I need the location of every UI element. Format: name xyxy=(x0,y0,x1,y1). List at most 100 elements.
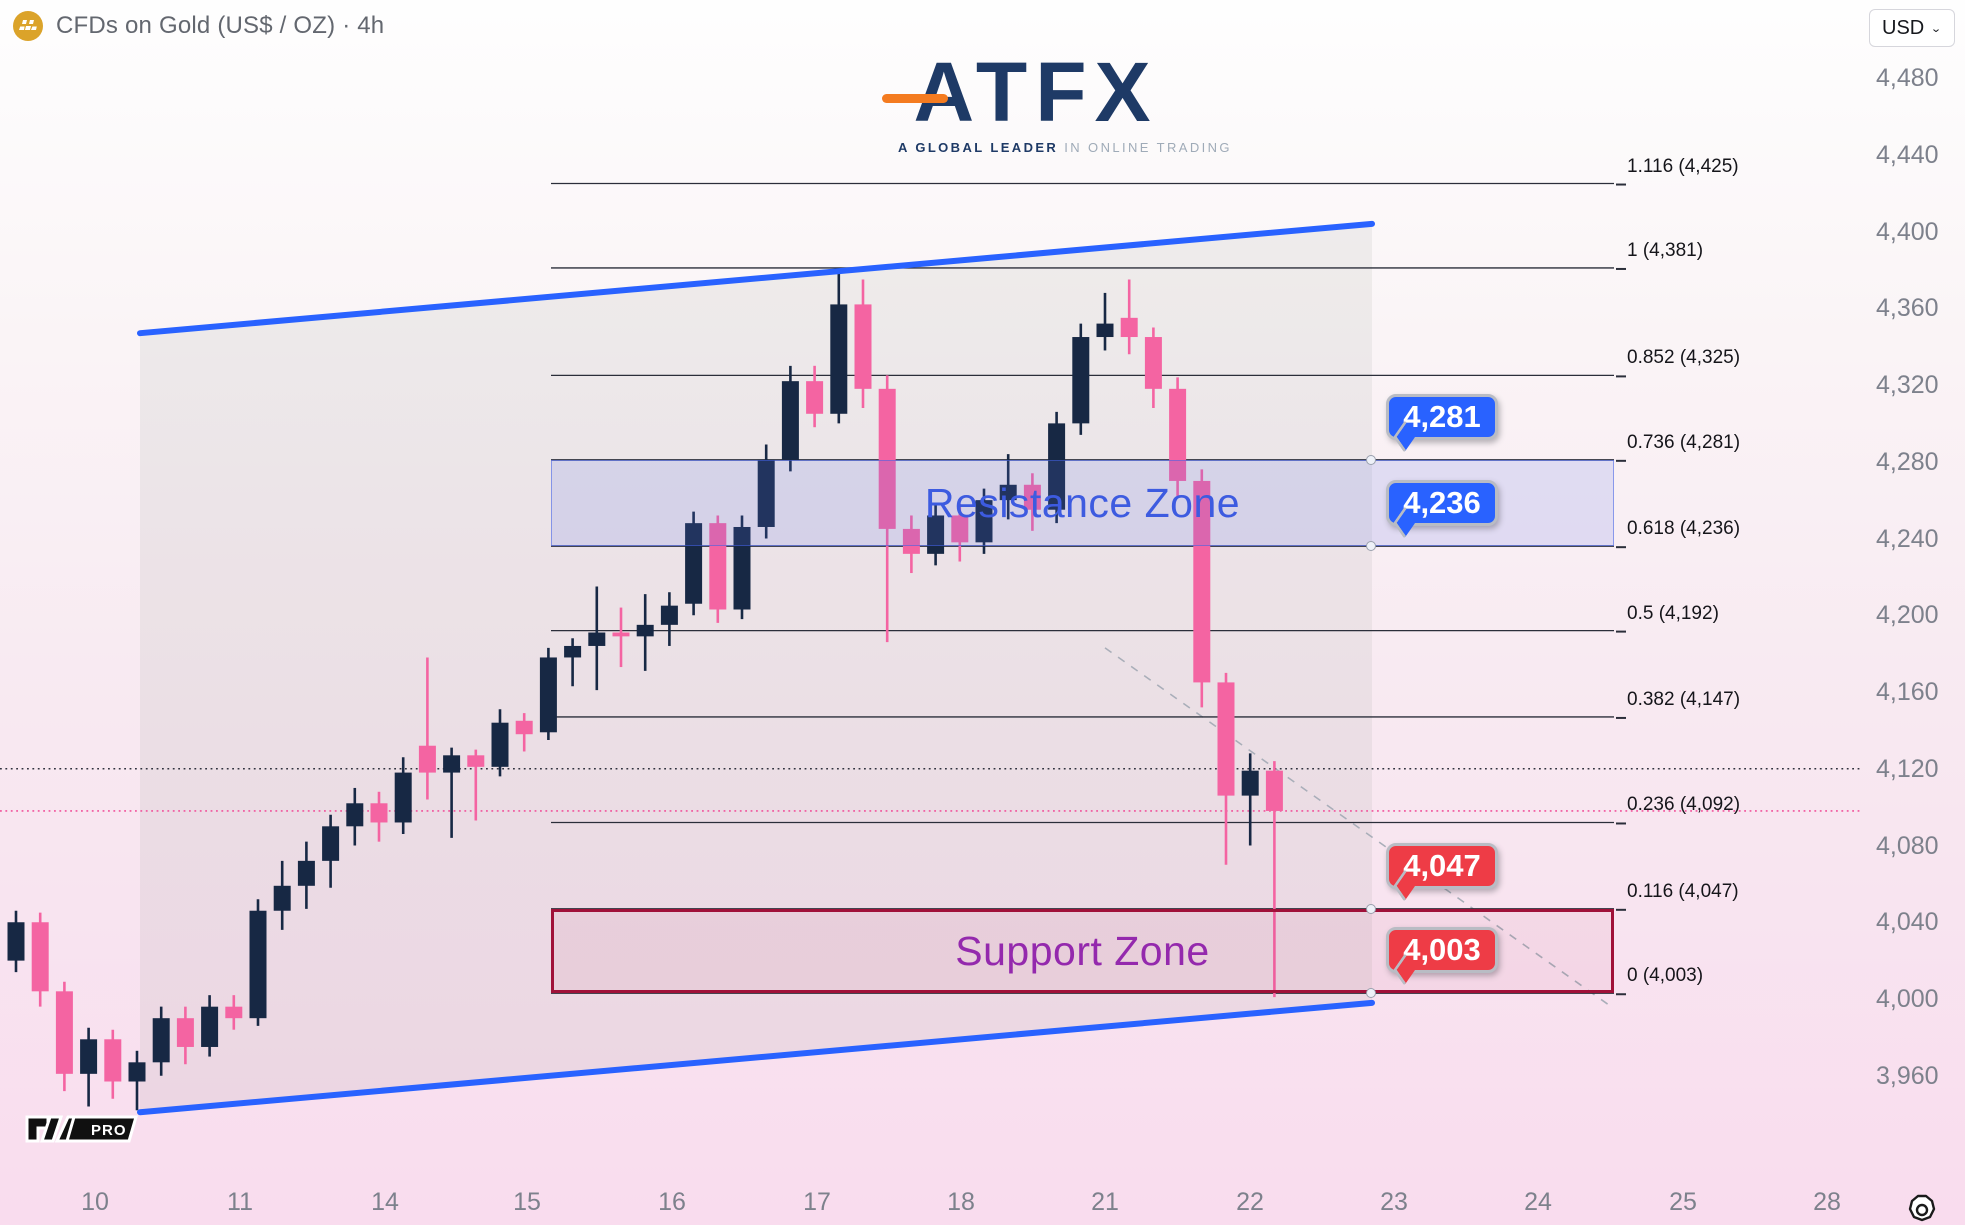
candle-body xyxy=(443,755,461,773)
currency-selector[interactable]: USD ⌄ xyxy=(1869,9,1955,47)
candle-body xyxy=(273,885,291,911)
candle-body xyxy=(757,459,775,527)
price-bubble-value: 4,236 xyxy=(1403,485,1481,521)
y-axis-tick: 4,080 xyxy=(1876,831,1939,860)
y-axis-tick: 4,200 xyxy=(1876,601,1939,630)
y-axis-tick: 4,240 xyxy=(1876,524,1939,553)
x-axis-tick: 15 xyxy=(513,1188,541,1216)
fib-level-label: 0.618 (4,236) xyxy=(1627,518,1741,540)
candle-body xyxy=(539,657,557,733)
price-bubble-value: 4,281 xyxy=(1403,398,1481,434)
fib-anchor-dot[interactable] xyxy=(1366,988,1376,999)
candle-body xyxy=(55,991,73,1074)
channel-trendline-upper[interactable] xyxy=(137,220,1375,337)
candle-body xyxy=(781,381,799,460)
candle-body xyxy=(297,860,315,886)
candle-body xyxy=(660,605,678,625)
y-axis-tick: 4,360 xyxy=(1876,294,1939,323)
y-axis-tick: 4,120 xyxy=(1876,754,1939,783)
symbol-title[interactable]: CFDs on Gold (US$ / OZ) · 4h xyxy=(56,12,385,39)
candle-body xyxy=(1169,388,1187,481)
candle-body xyxy=(1217,682,1235,796)
candle-body xyxy=(1241,770,1259,796)
y-axis-tick: 4,160 xyxy=(1876,678,1939,706)
fib-level-label: 0.5 (4,192) xyxy=(1627,602,1719,624)
candle-body xyxy=(878,388,896,529)
candle-body xyxy=(176,1018,194,1047)
settings-gear-icon[interactable] xyxy=(1902,1190,1942,1225)
candle-body xyxy=(515,720,533,735)
x-axis-tick: 11 xyxy=(227,1188,253,1216)
fib-anchor-dot[interactable] xyxy=(1366,541,1376,552)
symbol-header: CFDs on Gold (US$ / OZ) · 4h xyxy=(12,10,384,42)
candle-body xyxy=(1144,337,1162,389)
candle-body xyxy=(564,645,582,658)
candle-body xyxy=(902,528,920,554)
atfx-orange-bar xyxy=(882,94,948,103)
fib-level-label: 0.382 (4,147) xyxy=(1627,688,1741,710)
candle-body xyxy=(1120,317,1138,338)
atfx-watermark: ATFX A GLOBAL LEADER IN ONLINE TRADING xyxy=(882,50,1232,155)
candle-body xyxy=(685,523,703,604)
fib-anchor-dot[interactable] xyxy=(1366,454,1376,465)
candle-body xyxy=(975,500,993,543)
fib-level-label: 0.116 (4,047) xyxy=(1627,880,1739,902)
pro-badge-text: PRO xyxy=(91,1122,127,1139)
candle-body xyxy=(128,1062,146,1082)
currency-selector-value: USD xyxy=(1882,16,1925,39)
candle-body xyxy=(491,722,509,767)
candle-body xyxy=(636,624,654,637)
channel-trendline-lower[interactable] xyxy=(137,999,1375,1116)
candle-body xyxy=(588,632,606,646)
candle-body xyxy=(806,381,824,414)
candle-body xyxy=(612,632,630,637)
tradingview-logo[interactable]: PRO xyxy=(24,1112,144,1146)
candle-body xyxy=(951,515,969,543)
price-bubble-4281[interactable]: 4,281 xyxy=(1386,393,1498,453)
fib-dashed-baseline xyxy=(1104,647,1615,1010)
candle-body xyxy=(322,826,340,861)
candle-body xyxy=(394,772,412,823)
candle-body xyxy=(370,803,388,823)
price-bubble-4003[interactable]: 4,003 xyxy=(1386,927,1498,986)
x-axis-tick: 17 xyxy=(803,1188,831,1216)
x-axis-tick: 25 xyxy=(1669,1188,1697,1216)
candle-body xyxy=(1023,484,1041,510)
fib-anchor-dot[interactable] xyxy=(1366,903,1376,914)
candle-body xyxy=(467,755,485,767)
candle-body xyxy=(152,1018,170,1063)
x-axis-tick: 18 xyxy=(947,1188,975,1216)
fib-level-label: 1 (4,381) xyxy=(1627,239,1704,261)
candle-body xyxy=(830,304,848,414)
price-bubble-4047[interactable]: 4,047 xyxy=(1386,842,1498,902)
price-bubble-value: 4,047 xyxy=(1403,847,1481,883)
candle-body xyxy=(346,803,364,827)
x-axis-tick: 22 xyxy=(1236,1188,1264,1216)
y-axis-tick: 4,280 xyxy=(1876,447,1939,476)
x-axis-tick: 24 xyxy=(1524,1188,1552,1216)
candle-body xyxy=(31,922,49,992)
fib-level-label: 1.116 (4,425) xyxy=(1627,155,1739,177)
fib-level-label: 0 (4,003) xyxy=(1627,965,1704,987)
candle-body xyxy=(7,922,25,961)
candle-body xyxy=(999,484,1017,501)
candle-body xyxy=(201,1006,219,1047)
candle-body xyxy=(418,745,436,773)
chevron-down-icon: ⌄ xyxy=(1930,21,1942,34)
atfx-tagline: A GLOBAL LEADER IN ONLINE TRADING xyxy=(898,140,1232,155)
gold-symbol-icon xyxy=(13,11,43,41)
candle-body xyxy=(854,304,872,389)
support-zone-label: Support Zone xyxy=(955,927,1210,974)
y-axis-tick: 3,960 xyxy=(1876,1061,1939,1090)
candle-body xyxy=(927,515,945,554)
candle-body xyxy=(249,910,267,1019)
y-axis-tick: 4,320 xyxy=(1876,371,1939,399)
y-axis-tick: 4,400 xyxy=(1876,217,1939,246)
fib-level-label: 0.736 (4,281) xyxy=(1627,431,1741,453)
candle-body xyxy=(1072,337,1090,424)
candle-body xyxy=(1048,423,1066,510)
x-axis-tick: 14 xyxy=(371,1188,399,1216)
price-bubble-4236[interactable]: 4,236 xyxy=(1386,480,1498,539)
